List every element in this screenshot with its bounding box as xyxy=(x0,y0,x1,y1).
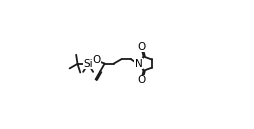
Text: O: O xyxy=(137,42,146,52)
Text: O: O xyxy=(137,75,146,85)
Text: N: N xyxy=(135,59,142,69)
Text: O: O xyxy=(92,55,100,65)
Text: Si: Si xyxy=(83,59,93,69)
